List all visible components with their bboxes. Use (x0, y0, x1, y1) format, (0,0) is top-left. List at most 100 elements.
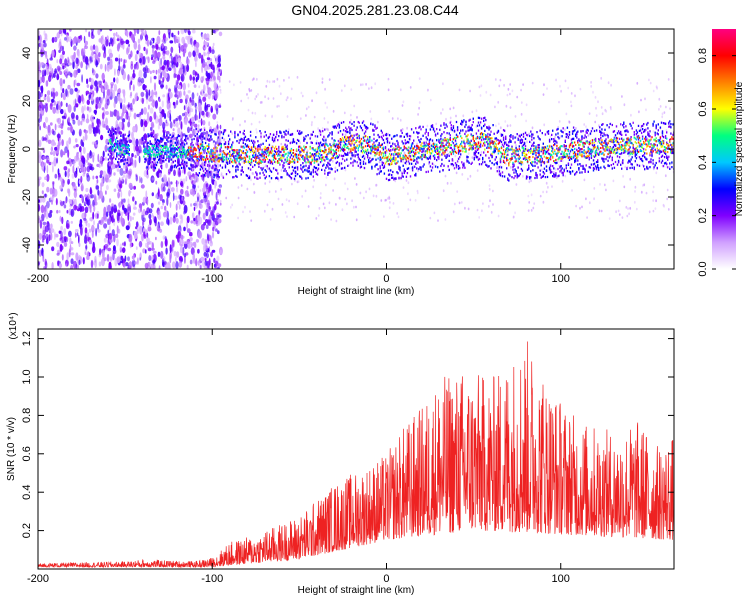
spectrogram-cell (208, 146, 210, 149)
spectrogram-cell (175, 212, 178, 218)
spectrogram-cell (392, 170, 394, 174)
spectrogram-cell (144, 65, 148, 74)
spectrogram-cell (316, 150, 319, 153)
spectrogram-cell (195, 106, 198, 110)
spectrogram-cell (655, 85, 658, 89)
spectrogram-cell (165, 158, 167, 162)
spectrogram-cell (300, 91, 303, 95)
spectrogram-cell (88, 77, 92, 83)
spectrogram-cell (319, 196, 322, 200)
spectrogram-cell (197, 248, 200, 254)
spectrogram-cell (655, 171, 658, 175)
spectrogram-cell (229, 205, 232, 209)
spectrogram-cell (348, 140, 350, 143)
spectrogram-cell (122, 118, 126, 123)
spectrogram-cell (315, 142, 318, 145)
spectrogram-cell (107, 247, 112, 252)
spectrogram-cell (181, 159, 184, 162)
spectrogram-cell (195, 153, 197, 156)
spectrogram-cell (197, 101, 200, 104)
spectrogram-cell (352, 154, 354, 157)
spectrogram-cell (182, 178, 186, 185)
spectrogram-cell (264, 182, 267, 185)
spectrogram-cell (344, 159, 346, 162)
spectrogram-cell (41, 213, 45, 222)
spectrogram-cell (215, 164, 217, 167)
spectrogram-cell (80, 175, 83, 183)
spectrogram-cell (246, 155, 249, 158)
spectrogram-cell (307, 134, 309, 137)
spectrogram-cell (197, 73, 200, 81)
spectrogram-cell (194, 123, 198, 128)
spectrogram-cell (663, 111, 666, 114)
spectrogram-cell (570, 100, 572, 104)
spectrogram-cell (278, 84, 281, 88)
spectrogram-cell (376, 126, 378, 129)
spectrogram-cell (358, 121, 360, 124)
spectrogram-cell (66, 188, 70, 194)
spectrogram-cell (185, 136, 187, 140)
spectrogram-cell (132, 69, 135, 74)
spectrogram-cell (480, 84, 483, 88)
spectrogram-cell (217, 218, 222, 224)
spectrogram-cell (110, 142, 113, 145)
spectrogram-cell (275, 161, 277, 164)
spectrogram-cell (211, 206, 214, 210)
spectrogram-cell (98, 123, 101, 130)
spectrogram-cell (215, 191, 218, 201)
spectrogram-cell (252, 165, 254, 168)
spectrogram-cell (153, 91, 158, 96)
spectrogram-cell (416, 191, 419, 195)
spectrogram-cell (232, 165, 234, 168)
spectrogram-cell (169, 133, 171, 136)
spectrogram-cell (201, 54, 204, 64)
spectrogram-cell (209, 137, 211, 141)
spectrogram-cell (225, 196, 228, 200)
spectrogram-cell (138, 240, 143, 248)
spectrogram-cell (460, 201, 463, 204)
spectrogram-cell (86, 165, 91, 173)
spectrogram-cell (266, 157, 268, 160)
spectrogram-cell (121, 40, 126, 44)
spectrogram-cell (305, 146, 307, 149)
spectrogram-cell (147, 56, 150, 64)
spectrogram-cell (522, 83, 524, 86)
spectrogram-cell (353, 104, 356, 108)
spectrogram-cell (257, 140, 259, 143)
spectrogram-cell (218, 176, 220, 179)
spectrogram-cell (38, 72, 41, 80)
spectrogram-cell (123, 207, 128, 213)
spectrogram-cell (172, 134, 174, 137)
spectrogram-cell (257, 177, 259, 180)
spectrogram-cell (45, 210, 49, 220)
spectrogram-cell (352, 161, 354, 164)
spectrogram-cell (384, 154, 387, 157)
spectrogram-cell (132, 253, 135, 262)
spectrogram-cell (268, 135, 271, 138)
spectrogram-cell (148, 213, 152, 220)
spectrogram-cell (312, 185, 315, 189)
spectrogram-cell (203, 174, 206, 177)
spectrogram-cell (275, 157, 277, 160)
spectrogram-cell (130, 50, 133, 58)
spectrogram-cell (116, 38, 120, 42)
spectrogram-cell (217, 128, 219, 132)
spectrogram-cell (95, 175, 99, 179)
spectrogram-cell (114, 57, 119, 62)
spectrogram-cell (116, 110, 120, 119)
spectrogram-cell (155, 180, 158, 185)
spectrogram-cell (331, 137, 333, 140)
spectrogram-cell (198, 85, 201, 89)
spectrogram-cell (276, 148, 278, 150)
spectrogram-cell (62, 79, 66, 84)
spectrogram-cell (131, 259, 136, 267)
spectrogram-cell (271, 149, 274, 152)
spectrogram-cell (250, 122, 253, 126)
spectrogram-cell (172, 64, 175, 70)
spectrogram-cell (211, 249, 216, 253)
spectrogram-cell (39, 40, 44, 49)
spectrogram-cell (364, 155, 367, 159)
spectrogram-cell (316, 135, 319, 138)
spectrogram-cell (122, 134, 124, 137)
spectrogram-cell (158, 265, 161, 269)
